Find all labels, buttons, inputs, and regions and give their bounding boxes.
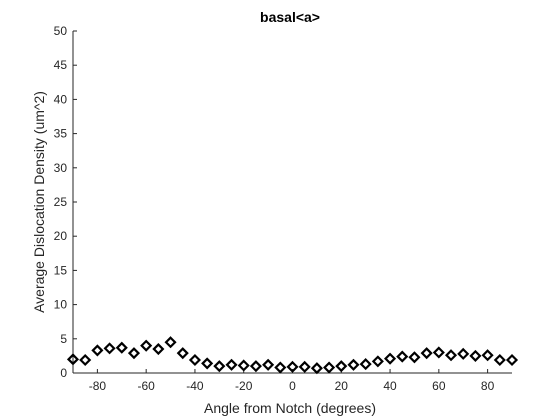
data-point bbox=[176, 347, 189, 360]
y-tick-label: 50 bbox=[54, 24, 68, 38]
data-point bbox=[359, 358, 372, 371]
x-tick-label: 80 bbox=[481, 379, 495, 393]
data-point bbox=[91, 344, 104, 357]
y-tick-label: 35 bbox=[54, 127, 68, 141]
data-point bbox=[103, 342, 116, 355]
y-tick-label: 40 bbox=[54, 92, 68, 106]
data-point bbox=[152, 343, 165, 356]
y-tick-label: 30 bbox=[54, 161, 68, 175]
y-tick-label: 15 bbox=[54, 263, 68, 277]
data-point bbox=[225, 358, 238, 371]
x-tick-label: 20 bbox=[335, 379, 349, 393]
x-tick-label: 0 bbox=[289, 379, 296, 393]
y-tick-label: 25 bbox=[54, 195, 68, 209]
x-tick-label: -20 bbox=[235, 379, 253, 393]
data-point bbox=[164, 336, 177, 349]
data-point bbox=[213, 360, 226, 373]
x-tick-label: 40 bbox=[383, 379, 397, 393]
data-point bbox=[469, 349, 482, 362]
data-point bbox=[298, 360, 311, 373]
data-point bbox=[371, 355, 384, 368]
data-point bbox=[201, 357, 214, 370]
y-tick-label: 5 bbox=[60, 332, 67, 346]
data-point bbox=[115, 341, 128, 354]
data-point bbox=[420, 347, 433, 360]
data-point bbox=[432, 346, 445, 359]
y-tick-label: 10 bbox=[54, 298, 68, 312]
data-point bbox=[286, 360, 299, 373]
data-point bbox=[408, 351, 421, 364]
data-point bbox=[79, 353, 92, 367]
data-point bbox=[335, 360, 348, 373]
x-tick-label: -60 bbox=[137, 379, 155, 393]
x-ticks: -80 -60 -40 -20 0 20 40 60 80 bbox=[89, 369, 495, 393]
chart-title: basal<a> bbox=[260, 9, 320, 25]
data-point bbox=[444, 349, 458, 362]
plot-axes bbox=[72, 31, 512, 374]
data-point bbox=[188, 353, 202, 367]
data-point bbox=[347, 358, 360, 371]
x-tick-label: -40 bbox=[186, 379, 204, 393]
data-point bbox=[66, 353, 80, 366]
data-point bbox=[481, 349, 494, 362]
data-point bbox=[396, 350, 409, 363]
x-tick-label: 60 bbox=[432, 379, 446, 393]
y-tick-label: 0 bbox=[60, 366, 67, 380]
data-point bbox=[127, 347, 141, 360]
data-point bbox=[493, 353, 506, 367]
data-point bbox=[274, 361, 287, 374]
data-point bbox=[323, 361, 336, 374]
y-tick-label: 20 bbox=[54, 229, 68, 243]
x-axis-label: Angle from Notch (degrees) bbox=[204, 400, 376, 416]
data-point bbox=[237, 359, 250, 372]
y-ticks: 0 5 10 15 20 25 30 35 40 45 50 bbox=[54, 24, 77, 380]
data-points bbox=[66, 336, 519, 375]
y-tick-label: 45 bbox=[54, 58, 68, 72]
data-point bbox=[383, 352, 397, 365]
data-point bbox=[140, 339, 153, 352]
data-point bbox=[457, 347, 470, 360]
data-point bbox=[262, 358, 275, 371]
x-tick-label: -80 bbox=[89, 379, 107, 393]
data-point bbox=[249, 360, 262, 373]
data-point bbox=[310, 362, 323, 375]
data-point bbox=[505, 353, 519, 367]
y-axis-label: Average Dislocation Density (um^2) bbox=[31, 91, 47, 313]
